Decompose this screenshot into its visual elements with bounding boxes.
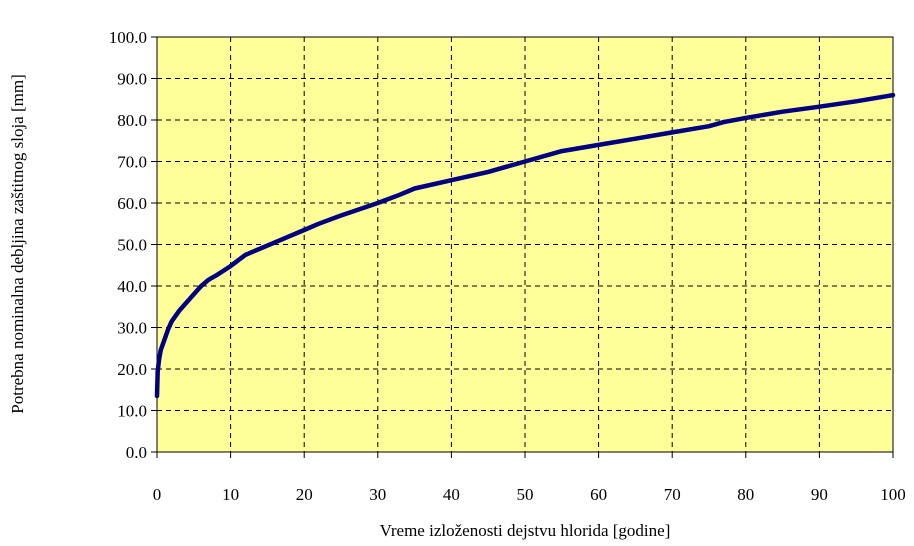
series-line [154,92,896,399]
y-tick-label: 10.0 [117,402,147,421]
y-tick-label: 20.0 [117,360,147,379]
y-axis-title: Potrebna nominalna debljina zaštitnog sl… [8,74,27,413]
x-tick-label: 60 [590,485,607,504]
y-tick-label: 0.0 [126,443,147,462]
y-tick-labels: 0.0 10.0 20.0 30.0 40.0 50.0 60.0 70.0 80.0 90.0 1… [109,28,147,462]
x-axis-title: Vreme izloženosti dejstvu hlorida [godin… [380,521,671,540]
y-tick-label: 90.0 [117,70,147,89]
y-tick-label: 100.0 [109,28,147,47]
x-tick-label: 50 [517,485,534,504]
y-tick-label: 40.0 [117,277,147,296]
y-tick-label: 70.0 [117,153,147,172]
x-tick-label: 100 [880,485,906,504]
y-tick-label: 30.0 [117,319,147,338]
x-tick-label: 20 [296,485,313,504]
x-tick-label: 0 [153,485,162,504]
y-tick-label: 60.0 [117,194,147,213]
x-tick-label: 30 [369,485,386,504]
axis-ticks [151,36,894,458]
y-tick-label: 80.0 [117,111,147,130]
x-tick-label: 10 [222,485,239,504]
grid [157,37,893,452]
x-tick-label: 70 [664,485,681,504]
y-tick-label: 50.0 [117,236,147,255]
x-tick-label: 80 [737,485,754,504]
x-tick-labels: 0 10 20 30 40 50 60 70 80 90 100 [153,485,906,504]
x-tick-label: 90 [811,485,828,504]
x-tick-label: 40 [443,485,460,504]
